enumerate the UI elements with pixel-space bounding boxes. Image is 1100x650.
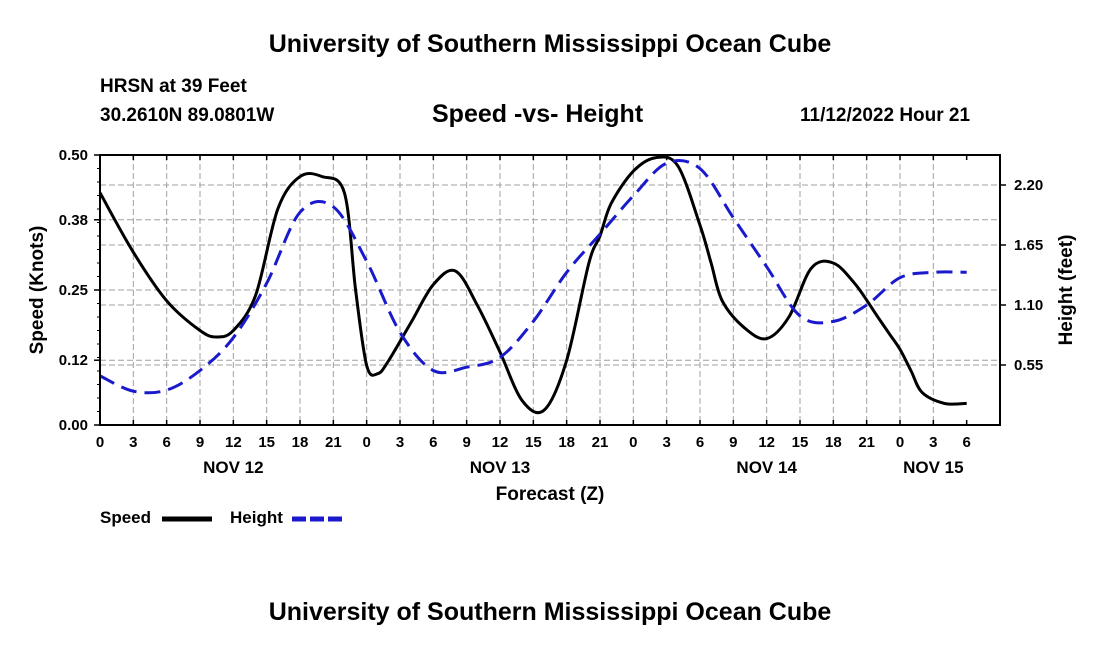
y2-tick-label: 0.55 bbox=[1014, 357, 1043, 374]
x-tick-label: 3 bbox=[129, 434, 137, 451]
x-tick-label: 6 bbox=[696, 434, 704, 451]
x-tick-label: 0 bbox=[96, 434, 104, 451]
station-name: HRSN at 39 Feet bbox=[100, 76, 247, 97]
x-date-label: NOV 12 bbox=[203, 458, 263, 477]
grid-lines bbox=[100, 154, 1000, 425]
series-line-speed bbox=[98, 155, 967, 415]
y2-tick-label: 2.20 bbox=[1014, 177, 1043, 194]
x-date-label: NOV 15 bbox=[903, 458, 963, 477]
axes: 0 3 6 9 12 15 18 21 0 3 6 9 12 15 18 21 0 3 6 9 12 15 18 21 0 3 6 0… bbox=[27, 147, 1077, 505]
station-coordinates: 30.2610N 89.0801W bbox=[100, 105, 275, 126]
x-tick-label: 3 bbox=[396, 434, 404, 451]
x-tick-label: 6 bbox=[962, 434, 970, 451]
forecast-date: 11/12/2022 Hour 21 bbox=[800, 105, 971, 126]
x-axis-title: Forecast (Z) bbox=[496, 484, 605, 505]
x-tick-label: 3 bbox=[662, 434, 670, 451]
x-date-label: NOV 13 bbox=[470, 458, 530, 477]
y-tick-label: 0.00 bbox=[59, 417, 88, 434]
x-tick-label: 15 bbox=[258, 434, 275, 451]
y2-axis-title: Height (feet) bbox=[1056, 235, 1077, 346]
x-tick-label: 0 bbox=[362, 434, 370, 451]
footer-title: University of Southern Mississippi Ocean… bbox=[268, 598, 832, 626]
y-tick-label: 0.38 bbox=[59, 212, 88, 229]
x-tick-label: 21 bbox=[592, 434, 609, 451]
x-tick-label: 6 bbox=[429, 434, 437, 451]
legend-speed-label: Speed bbox=[100, 508, 152, 527]
x-tick-label: 12 bbox=[758, 434, 775, 451]
x-tick-label: 12 bbox=[225, 434, 242, 451]
x-tick-label: 6 bbox=[162, 434, 170, 451]
x-tick-label: 15 bbox=[792, 434, 809, 451]
y2-tick-label: 1.65 bbox=[1014, 237, 1043, 254]
x-tick-label: 0 bbox=[896, 434, 904, 451]
x-tick-label: 18 bbox=[558, 434, 575, 451]
series-lines bbox=[98, 155, 967, 415]
x-tick-label: 0 bbox=[629, 434, 637, 451]
x-tick-label: 18 bbox=[292, 434, 309, 451]
series-line-height bbox=[99, 158, 967, 395]
x-tick-label: 21 bbox=[325, 434, 342, 451]
y-axis-title: Speed (Knots) bbox=[27, 226, 48, 355]
x-tick-label: 9 bbox=[196, 434, 204, 451]
y-tick-label: 0.50 bbox=[59, 147, 88, 164]
y-tick-label: 0.12 bbox=[59, 352, 88, 369]
legend-height-label: Height bbox=[230, 508, 283, 527]
x-tick-label: 18 bbox=[825, 434, 842, 451]
x-date-label: NOV 14 bbox=[736, 458, 797, 477]
chart-title: Speed -vs- Height bbox=[432, 100, 644, 128]
x-tick-label: 15 bbox=[525, 434, 542, 451]
x-tick-label: 21 bbox=[858, 434, 875, 451]
y2-tick-label: 1.10 bbox=[1014, 297, 1043, 314]
x-tick-label: 3 bbox=[929, 434, 937, 451]
page-title: University of Southern Mississippi Ocean… bbox=[268, 30, 832, 58]
y-tick-label: 0.25 bbox=[59, 282, 88, 299]
x-tick-label: 12 bbox=[492, 434, 509, 451]
x-tick-label: 9 bbox=[462, 434, 470, 451]
x-tick-label: 9 bbox=[729, 434, 737, 451]
